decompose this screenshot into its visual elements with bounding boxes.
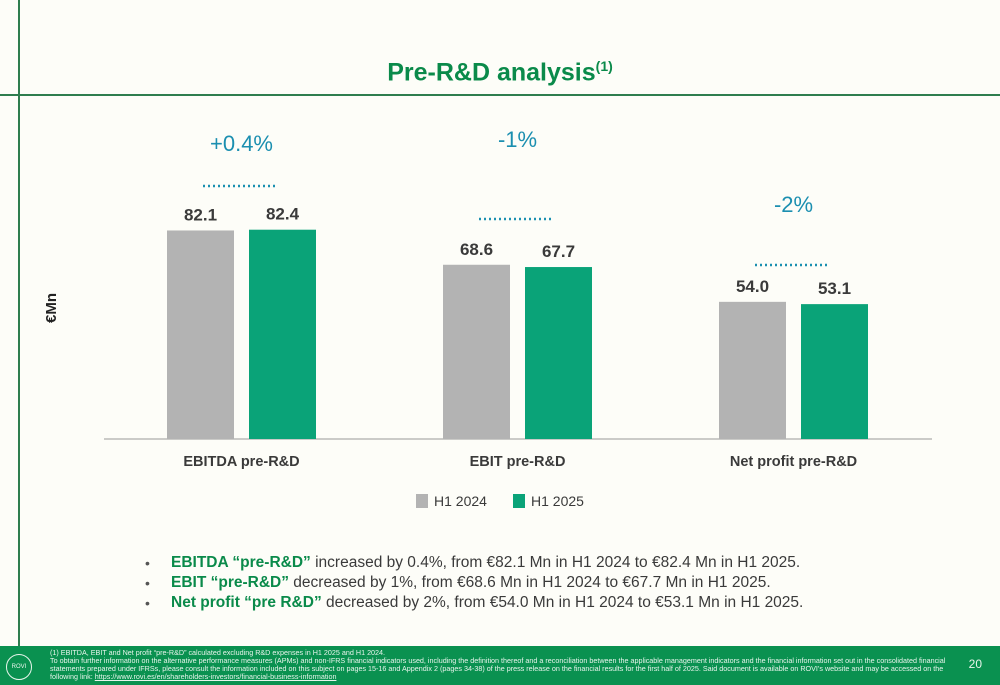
page-number: 20 — [968, 657, 982, 671]
data-label: 67.7 — [542, 242, 575, 261]
legend-swatch — [513, 494, 525, 508]
rovi-logo: ROVI — [6, 654, 32, 680]
bullet-item: EBIT “pre-R&D” decreased by 1%, from €68… — [145, 573, 965, 593]
chart-svg: €Mn 82.1 82.4 EBITDA pre-R&D +0.4% 68.6 67.7 EB… — [43, 127, 932, 509]
bar-h1-2024 — [443, 264, 510, 439]
category-label: EBIT pre-R&D — [470, 454, 566, 470]
bullet-item: EBITDA “pre-R&D” increased by 0.4%, from… — [145, 553, 965, 573]
data-label: 54.0 — [736, 277, 769, 296]
bar-chart: €Mn 82.1 82.4 EBITDA pre-R&D +0.4% 68.6 67.7 EB… — [0, 100, 1000, 540]
page-title: Pre-R&D analysis(1) — [387, 58, 613, 87]
bar-h1-2025 — [249, 229, 316, 439]
category-label: Net profit pre-R&D — [730, 454, 857, 470]
legend-swatch — [416, 494, 428, 508]
footnote-link[interactable]: https://www.rovi.es/en/shareholders-inve… — [94, 672, 337, 681]
change-label: -1% — [498, 127, 537, 152]
legend-label: H1 2024 — [434, 493, 487, 509]
bullet-item: Net profit “pre R&D” decreased by 2%, fr… — [145, 593, 965, 613]
left-accent-line — [18, 0, 20, 646]
data-label: 82.1 — [184, 205, 217, 224]
footer: ROVI (1) EBITDA, EBIT and Net profit “pr… — [0, 646, 1000, 685]
change-label: -2% — [774, 192, 813, 217]
bar-h1-2025 — [801, 304, 868, 439]
category-label: EBITDA pre-R&D — [183, 454, 299, 470]
data-label: 82.4 — [266, 205, 300, 224]
legend-label: H1 2025 — [531, 493, 584, 509]
summary-bullets: EBITDA “pre-R&D” increased by 0.4%, from… — [145, 553, 965, 613]
header-divider — [0, 94, 1000, 96]
bar-h1-2025 — [525, 267, 592, 439]
bar-h1-2024 — [167, 230, 234, 439]
bar-h1-2024 — [719, 301, 786, 439]
y-axis-label: €Mn — [43, 293, 60, 323]
data-label: 68.6 — [460, 240, 493, 259]
change-label: +0.4% — [210, 131, 273, 156]
data-label: 53.1 — [818, 279, 851, 298]
footnote: (1) EBITDA, EBIT and Net profit “pre-R&D… — [50, 648, 946, 681]
